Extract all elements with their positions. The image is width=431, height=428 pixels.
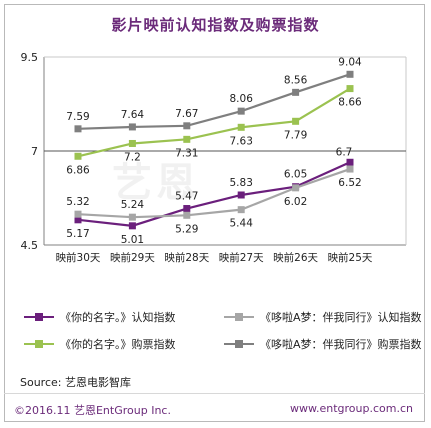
watermark-logo: 艺恩: [112, 160, 200, 206]
data-label: 7.63: [230, 135, 253, 147]
data-point: [292, 117, 300, 125]
y-tick-label: 7: [31, 145, 38, 158]
x-tick-label: 映前26天: [273, 251, 318, 264]
legend-label: 《哆啦A梦：伴我同行》认知指数: [260, 311, 422, 324]
data-label: 6.7: [336, 146, 353, 158]
legend-marker: [235, 340, 243, 348]
data-label: 5.44: [230, 218, 254, 230]
data-label: 6.02: [284, 196, 307, 208]
legend-item: 《你的名字。》认知指数: [24, 309, 176, 325]
data-point: [183, 211, 191, 219]
data-label: 7.67: [175, 108, 198, 120]
data-label: 8.06: [230, 93, 254, 105]
legend-label: 《你的名字。》购票指数: [60, 338, 176, 351]
data-point: [128, 139, 136, 147]
data-point: [237, 206, 245, 214]
data-point: [128, 213, 136, 221]
data-label: 5.17: [66, 228, 89, 240]
data-point: [74, 210, 82, 218]
y-tick-label: 9.5: [21, 51, 39, 64]
data-label: 7.2: [124, 151, 141, 163]
data-point: [346, 165, 354, 173]
footer-copyright: ©2016.11 艺恩EntGroup Inc.: [14, 404, 171, 417]
legend-item: 《你的名字。》购票指数: [24, 336, 176, 352]
data-point: [74, 216, 82, 224]
data-label: 6.05: [284, 169, 307, 181]
legend-label: 《你的名字。》认知指数: [60, 311, 176, 324]
data-label: 9.04: [338, 56, 362, 68]
data-label: 5.24: [121, 199, 145, 211]
data-label: 5.32: [66, 196, 89, 208]
data-point: [74, 125, 82, 133]
x-tick-label: 映前30天: [56, 251, 101, 264]
data-point: [237, 107, 245, 115]
data-label: 5.47: [175, 191, 198, 203]
data-label: 5.01: [121, 234, 144, 246]
legend-item: 《哆啦A梦：伴我同行》购票指数: [224, 336, 422, 352]
data-point: [74, 152, 82, 160]
data-point: [237, 123, 245, 131]
data-label: 6.52: [338, 177, 361, 189]
data-point: [346, 158, 354, 166]
series-line: [77, 87, 351, 158]
data-label: 7.64: [121, 109, 145, 121]
data-point: [183, 135, 191, 143]
series-line: [77, 161, 351, 227]
legend-label: 《哆啦A梦：伴我同行》购票指数: [260, 338, 422, 351]
legend-swatch: [24, 313, 54, 321]
legend-swatch: [24, 340, 54, 348]
data-point: [183, 205, 191, 213]
series-line: [77, 73, 351, 130]
data-point: [183, 122, 191, 130]
legend-swatch: [224, 313, 254, 321]
data-label: 8.56: [284, 74, 308, 86]
data-point: [292, 184, 300, 192]
line-chart: 4.5 7 9.5 映前30天 映前29天 映前28天 映前27天 映前26天 映前25天 5.1…: [21, 51, 407, 264]
data-label: 5.83: [230, 177, 253, 189]
x-tick-label: 映前25天: [328, 251, 373, 264]
series-line: [77, 168, 351, 219]
data-point: [128, 222, 136, 230]
data-label: 7.31: [175, 147, 198, 159]
legend-marker: [235, 313, 243, 321]
legend-marker: [35, 340, 43, 348]
data-point: [292, 88, 300, 96]
x-tick-label: 映前29天: [110, 251, 155, 264]
footer-divider: [4, 393, 425, 394]
footer-url: www.entgroup.com.cn: [290, 402, 413, 415]
data-label: 7.79: [284, 129, 307, 141]
data-label: 5.29: [175, 223, 198, 235]
data-point: [237, 191, 245, 199]
data-label: 7.59: [66, 111, 89, 123]
legend-item: 《哆啦A梦：伴我同行》认知指数: [224, 309, 422, 325]
data-label: 6.86: [66, 164, 90, 176]
data-point: [346, 70, 354, 78]
legend-swatch: [224, 340, 254, 348]
source-note: Source: 艺恩电影智库: [20, 376, 131, 389]
data-label: 8.66: [338, 97, 362, 109]
chart-title: 影片映前认知指数及购票指数: [111, 16, 320, 34]
x-tick-label: 映前27天: [219, 251, 264, 264]
x-tick-label: 映前28天: [164, 251, 209, 264]
y-tick-label: 4.5: [21, 239, 39, 252]
data-point: [346, 85, 354, 93]
legend-marker: [35, 313, 43, 321]
data-point: [128, 123, 136, 131]
